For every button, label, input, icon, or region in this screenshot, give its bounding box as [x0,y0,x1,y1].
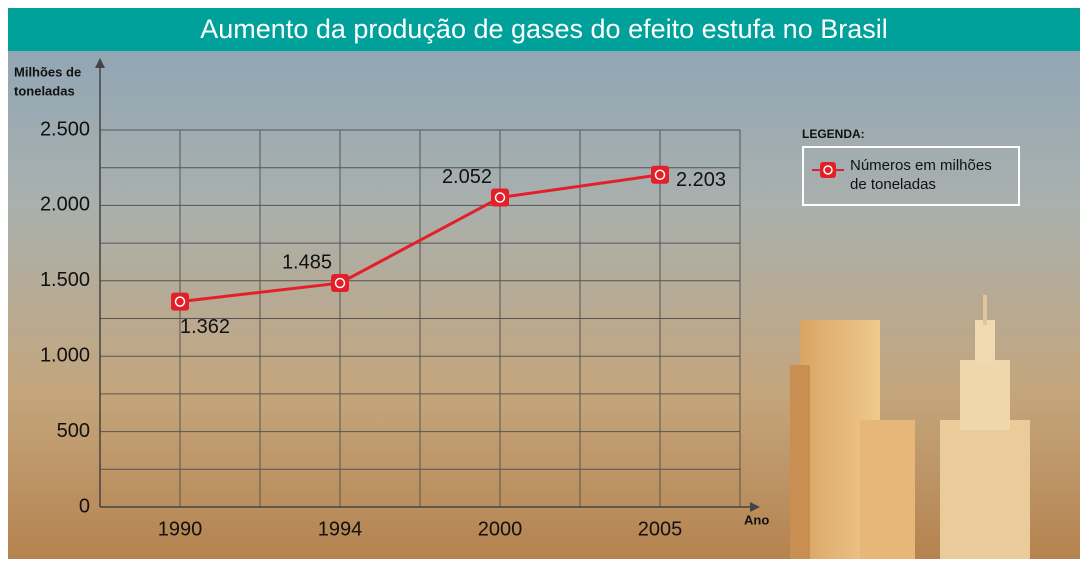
chart: Aumento da produção de gases do efeito e… [0,0,1089,567]
x-tick-label: 2005 [638,518,683,540]
x-axis-label: Ano [744,512,769,527]
data-point [651,166,669,184]
legend: Números em milhões de toneladas [802,146,1020,206]
y-axis-label: Milhões de [14,64,81,79]
x-tick-label: 2000 [478,518,523,540]
y-axis-label: toneladas [14,83,75,98]
data-label: 2.203 [676,169,726,191]
y-tick-label: 500 [57,420,90,442]
y-tick-label: 1.000 [40,344,90,366]
data-point [331,274,349,292]
data-label: 1.362 [180,316,230,338]
background [8,8,1080,559]
page: Aumento da produção de gases do efeito e… [0,0,1089,567]
legend-marker [810,156,850,186]
legend-title: LEGENDA: [802,127,865,141]
data-point [171,293,189,311]
y-tick-label: 2.000 [40,194,90,216]
y-tick-label: 2.500 [40,118,90,140]
x-tick-label: 1994 [318,518,363,540]
chart-title: Aumento da produção de gases do efeito e… [200,14,887,44]
y-tick-label: 0 [79,495,90,517]
data-label: 1.485 [282,251,332,273]
x-tick-label: 1990 [158,518,203,540]
data-label: 2.052 [442,166,492,188]
legend-entry: Números em milhões de toneladas [850,156,1000,194]
data-point [491,189,509,207]
y-tick-label: 1.500 [40,269,90,291]
